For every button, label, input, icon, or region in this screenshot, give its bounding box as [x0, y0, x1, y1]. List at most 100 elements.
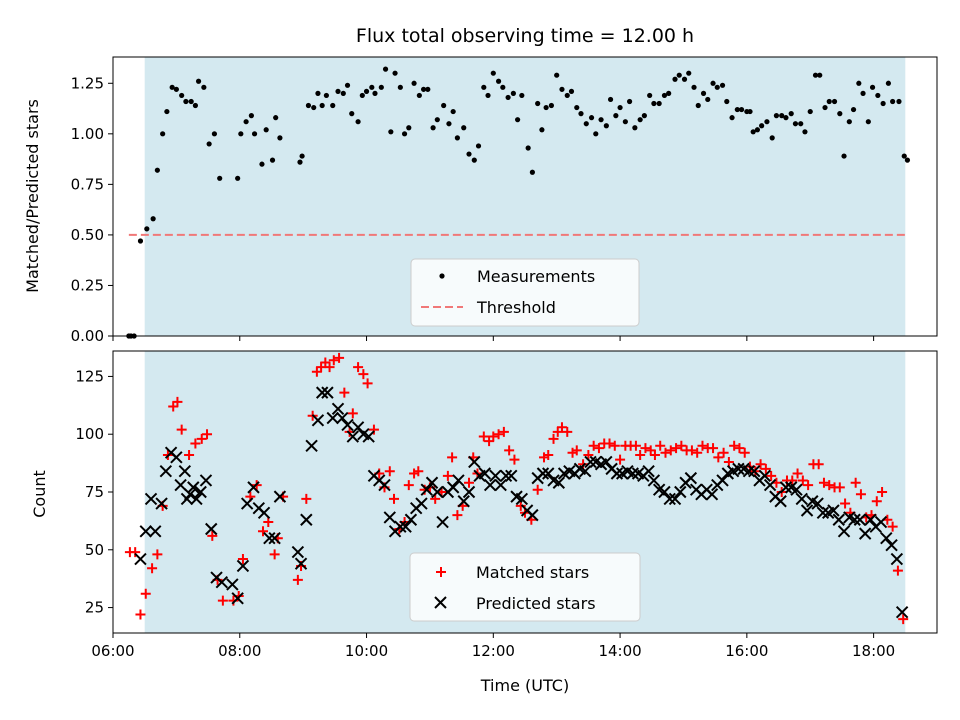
predicted-star-point [858, 527, 872, 540]
matched-star-point [713, 452, 724, 463]
predicted-star-point [346, 430, 360, 443]
measurement-point [779, 113, 785, 119]
measurement-point [263, 127, 269, 133]
measurement-point [490, 70, 496, 76]
measurement-point [817, 72, 823, 78]
measurement-point [519, 92, 525, 99]
measurement-point [392, 70, 398, 76]
matched-star-point [196, 433, 207, 444]
measurement-point [420, 86, 427, 92]
predicted-star-point [194, 485, 207, 499]
predicted-star-point [848, 513, 861, 526]
bottom-x-ticks: 06:00 08:00 10:00 12:00 14:00 16:00 18:00 [91, 633, 895, 660]
predicted-star-point [415, 497, 428, 510]
measurement-point [188, 98, 194, 105]
predicted-star-point [515, 492, 529, 506]
measurement-point [481, 84, 487, 90]
predicted-star-point [431, 485, 444, 499]
matched-star-point [718, 447, 729, 458]
measurement-point [539, 127, 545, 133]
measurement-point [164, 108, 170, 115]
measurement-point [783, 115, 789, 121]
matched-star-point [604, 438, 615, 449]
measurement-point [401, 131, 408, 137]
matched-star-point [655, 440, 666, 451]
matched-star-point [877, 487, 888, 497]
top-x-ticks [112, 336, 875, 341]
matched-star-point [593, 443, 604, 454]
predicted-star-point [800, 504, 814, 517]
matched-star-point [792, 468, 803, 479]
measurement-point [471, 157, 477, 163]
measurement-point [529, 169, 535, 175]
matched-star-point [755, 459, 766, 470]
measurement-point [651, 100, 657, 107]
measurement-point [603, 123, 609, 129]
matched-star-point [665, 445, 676, 456]
measurement-point [729, 115, 735, 121]
measurement-point [901, 153, 907, 159]
measurement-point [691, 84, 697, 90]
measurement-point [759, 123, 765, 129]
predicted-star-point [425, 476, 439, 489]
matched-star-point [135, 609, 146, 620]
predicted-star-point [378, 478, 391, 492]
predicted-star-point [462, 485, 476, 499]
measurement-points [126, 66, 911, 339]
predicted-star-point [668, 492, 682, 506]
measurement-point [406, 125, 412, 131]
measurement-point [425, 86, 431, 92]
predicted-star-point [499, 469, 513, 483]
matched-star-point [430, 493, 441, 504]
measurement-point [672, 76, 678, 82]
predicted-star-point [383, 511, 396, 524]
measurement-point [666, 90, 672, 96]
predicted-star-point [705, 488, 719, 501]
matched-star-point [269, 549, 280, 560]
matched-star-point [813, 459, 824, 470]
predicted-star-point [642, 464, 655, 478]
matched-star-point [887, 521, 898, 532]
y-tick-label: 1.00 [71, 125, 104, 143]
matched-star-point [708, 443, 719, 454]
predicted-star-point [404, 513, 418, 526]
measurement-point [466, 151, 472, 157]
measurement-point [588, 115, 595, 121]
matched-star-point [130, 547, 141, 558]
matched-star-point [834, 482, 845, 493]
matched-star-point [237, 554, 248, 565]
top-legend: Measurements Threshold [410, 258, 640, 327]
measurement-point [880, 100, 886, 107]
predicted-star-point [795, 492, 808, 506]
matched-star-point [498, 426, 509, 437]
measurement-point [359, 92, 365, 99]
measurement-point [554, 72, 560, 78]
matched-star-point [504, 445, 515, 456]
predicted-star-point [874, 515, 888, 529]
legend-predicted-label: Predicted stars [476, 594, 596, 613]
measurement-point [641, 113, 647, 119]
measurement-point [632, 125, 638, 131]
matched-star-point [660, 447, 671, 458]
matched-star-point [184, 450, 195, 461]
top-y-ticks: 0.00 0.25 0.50 0.75 1.00 1.25 [71, 74, 113, 345]
predicted-star-point [446, 481, 460, 494]
measurement-point [875, 92, 881, 99]
measurement-point [598, 117, 604, 123]
predicted-star-point [155, 497, 168, 510]
predicted-star-point [890, 552, 904, 566]
measurement-point [788, 111, 794, 117]
measurement-point [865, 119, 871, 125]
measurement-point [869, 84, 876, 90]
matched-star-point [442, 470, 453, 481]
measurement-point [719, 82, 726, 88]
predicted-star-point [895, 605, 909, 619]
predicted-star-point [247, 481, 260, 494]
predicted-star-point [658, 485, 671, 499]
top-y-axis-label: Matched/Predicted stars [23, 99, 42, 293]
measurement-point [461, 125, 467, 131]
predicted-star-point [489, 469, 502, 483]
matched-star-point [630, 440, 641, 451]
legend-measurements-label: Measurements [477, 267, 595, 286]
